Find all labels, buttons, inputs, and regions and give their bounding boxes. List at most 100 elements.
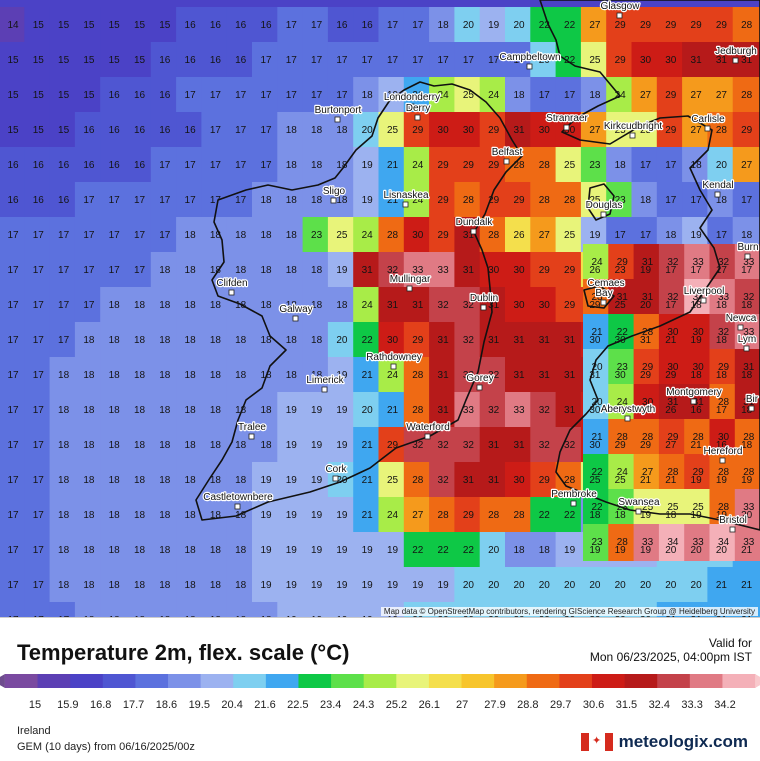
grid-value: 19 [311, 545, 323, 556]
grid-value: 19 [362, 160, 374, 171]
grid-value: 16 [716, 440, 728, 451]
temperature-cell [125, 462, 153, 499]
temperature-cell [505, 497, 533, 534]
grid-value: 28 [387, 230, 399, 241]
grid-value: 17 [33, 615, 45, 617]
scale-tick-label: 31.5 [616, 699, 637, 711]
grid-value: 17 [412, 20, 424, 31]
temperature-cell [201, 42, 229, 79]
grid-value: 18 [235, 405, 247, 416]
temperature-cell [277, 252, 305, 289]
city-marker [600, 211, 607, 218]
temperature-cell [555, 77, 583, 114]
grid-value: 25 [615, 125, 627, 136]
grid-value: 22 [463, 545, 475, 556]
grid-value: 15 [109, 20, 121, 31]
temperature-cell [327, 147, 356, 184]
grid-value: 29 [665, 125, 677, 136]
grid-value: 19 [438, 580, 450, 591]
city-label: Liverpool [684, 286, 725, 297]
temperature-cell [327, 217, 356, 254]
temperature-cell [505, 147, 533, 184]
temperature-cell [633, 489, 661, 526]
grid-value: 18 [210, 265, 222, 276]
grid-value: 19 [286, 475, 298, 486]
temperature-cell [378, 42, 406, 79]
temperature-cell [100, 322, 128, 359]
grid-value: 32 [463, 335, 475, 346]
grid-value: 27 [539, 230, 551, 241]
city-marker [332, 475, 339, 482]
grid-value: 18 [210, 615, 222, 617]
temperature-cell [0, 602, 27, 617]
city-marker [570, 500, 577, 507]
city-marker [602, 289, 609, 296]
grid-value: 16 [58, 195, 70, 206]
city-label: Gorey [466, 373, 493, 384]
grid-value: 29 [564, 265, 576, 276]
grid-value: 32 [564, 440, 576, 451]
city-label: Rathdowney [366, 352, 422, 363]
grid-value: 25 [615, 300, 627, 311]
temperature-cell [24, 357, 52, 394]
temperature-cell [176, 427, 204, 464]
temperature-cell [684, 524, 712, 561]
temperature-cell [125, 497, 153, 534]
scale-segment [722, 674, 756, 688]
grid-value: 17 [286, 55, 298, 66]
temperature-cell [353, 217, 381, 254]
grid-value: 19 [488, 20, 500, 31]
scale-segment [200, 674, 234, 688]
temperature-cell [201, 567, 229, 604]
grid-value: 18 [691, 300, 703, 311]
temperature-cell [49, 357, 77, 394]
temperature-cell [150, 182, 179, 219]
temperature-cell [201, 112, 229, 149]
grid-value: 30 [513, 475, 525, 486]
temperature-cell [403, 357, 432, 394]
brand-logo[interactable]: ✦ meteologix.com [580, 730, 748, 754]
temperature-cell [100, 7, 128, 44]
temperature-cell [631, 42, 659, 79]
temperature-cell [176, 147, 204, 184]
grid-value: 18 [159, 335, 171, 346]
grid-value: 21 [591, 327, 603, 338]
grid-value: 25 [564, 230, 576, 241]
grid-value: 19 [362, 580, 374, 591]
grid-value: 17 [7, 475, 19, 486]
grid-value: 18 [741, 405, 753, 416]
temperature-cell [378, 357, 406, 394]
grid-value: 31 [488, 440, 500, 451]
grid-value: 30 [667, 327, 679, 338]
grid-value: 19 [311, 580, 323, 591]
temperature-cell [252, 532, 280, 569]
grid-value: 29 [488, 195, 500, 206]
grid-value: 30 [718, 432, 730, 443]
grid-value: 29 [615, 440, 627, 451]
temperature-map[interactable]: 14 15 15 15 15 15 15 16 16 16 16 17 17 16 16 17 17 18 20 19… [0, 0, 760, 617]
temperature-cell [0, 497, 27, 534]
map-canvas[interactable]: 14 15 15 15 15 15 15 16 16 16 16 17 17 16 16 17 17 18 20 19… [0, 0, 760, 617]
temperature-cell [327, 42, 356, 79]
grid-value: 18 [185, 370, 197, 381]
city-marker [480, 304, 487, 311]
temperature-cell [176, 112, 204, 149]
temperature-cell [201, 77, 229, 114]
temperature-cell [682, 42, 710, 79]
temperature-cell [100, 42, 128, 79]
grid-value: 29 [615, 55, 627, 66]
grid-value: 18 [134, 475, 146, 486]
grid-value: 21 [362, 370, 374, 381]
grid-value: 33 [412, 265, 424, 276]
temperature-cell [505, 462, 533, 499]
grid-value: 17 [513, 55, 525, 66]
temperature-cell [302, 112, 330, 149]
grid-value: 25 [463, 90, 475, 101]
temperature-cell [530, 42, 558, 79]
temperature-cell [505, 182, 533, 219]
grid-value: 16 [134, 125, 146, 136]
grid-value: 21 [362, 475, 374, 486]
temperature-cell [74, 497, 103, 534]
temperature-cell [479, 357, 507, 394]
grid-value: 33 [743, 537, 755, 548]
